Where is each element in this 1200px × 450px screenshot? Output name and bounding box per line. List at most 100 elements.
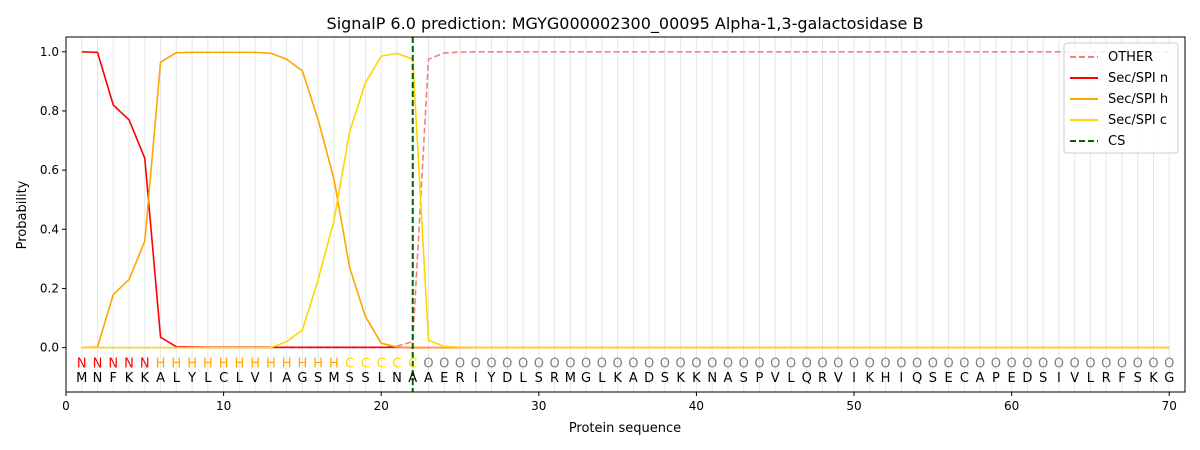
- residue-label: A: [282, 371, 291, 386]
- region-label: O: [597, 356, 607, 371]
- x-tick-label: 40: [689, 399, 704, 413]
- residue-label: E: [944, 371, 952, 386]
- region-label: H: [329, 356, 339, 371]
- region-label: O: [802, 356, 812, 371]
- residue-label: S: [740, 371, 748, 386]
- residue-label: D: [644, 371, 654, 386]
- region-label: O: [991, 356, 1001, 371]
- residue-label: S: [314, 371, 322, 386]
- region-label: C: [361, 356, 370, 371]
- region-label: O: [786, 356, 796, 371]
- region-label: O: [502, 356, 512, 371]
- region-label: H: [187, 356, 197, 371]
- region-label: O: [565, 356, 575, 371]
- x-axis-ticks: 0 10 20 30 40 50 60 70: [62, 392, 1177, 413]
- residue-label: D: [502, 371, 512, 386]
- region-label: O: [471, 356, 481, 371]
- region-label: O: [770, 356, 780, 371]
- residue-label: A: [629, 371, 638, 386]
- residue-label: C: [960, 371, 969, 386]
- residue-label: K: [613, 371, 622, 386]
- x-tick-label: 60: [1004, 399, 1019, 413]
- legend: OTHER Sec/SPI n Sec/SPI h Sec/SPI c CS: [1063, 42, 1179, 154]
- region-label: O: [549, 356, 559, 371]
- region-label: O: [1164, 356, 1174, 371]
- y-axis-label: Probability: [15, 180, 30, 249]
- x-axis-label: Protein sequence: [569, 421, 681, 436]
- legend-entry: Sec/SPI n: [1108, 71, 1168, 86]
- residue-label: V: [834, 371, 843, 386]
- region-label: C: [392, 356, 401, 371]
- residue-label: K: [125, 371, 134, 386]
- region-label: O: [975, 356, 985, 371]
- residue-label: L: [1087, 371, 1095, 386]
- residue-label: L: [519, 371, 527, 386]
- residue-label: K: [141, 371, 150, 386]
- residue-label: I: [899, 371, 903, 386]
- residue-label: H: [881, 371, 891, 386]
- residue-label: V: [1070, 371, 1079, 386]
- region-label: O: [880, 356, 890, 371]
- residue-label: A: [408, 371, 417, 386]
- residue-label: M: [328, 371, 339, 386]
- region-label: C: [345, 356, 354, 371]
- residue-label: Q: [912, 371, 922, 386]
- region-label: O: [739, 356, 749, 371]
- x-tick-label: 0: [62, 399, 70, 413]
- region-label: O: [1117, 356, 1127, 371]
- residue-label: L: [787, 371, 795, 386]
- region-label: H: [266, 356, 276, 371]
- y-tick-label: 0.4: [40, 222, 59, 236]
- residue-label: F: [1118, 371, 1125, 386]
- residue-label: K: [692, 371, 701, 386]
- residue-label: M: [76, 371, 87, 386]
- residue-label: E: [440, 371, 448, 386]
- region-label: O: [1085, 356, 1095, 371]
- region-label: H: [298, 356, 308, 371]
- residue-label: L: [204, 371, 212, 386]
- region-label: O: [455, 356, 465, 371]
- residue-label: L: [378, 371, 386, 386]
- region-label: N: [108, 356, 118, 371]
- region-label: C: [408, 356, 417, 371]
- region-label: O: [628, 356, 638, 371]
- grid-lines: [81, 37, 1170, 392]
- region-label: O: [959, 356, 969, 371]
- chart-title: SignalP 6.0 prediction: MGYG000002300_00…: [327, 14, 924, 34]
- residue-label: S: [1134, 371, 1142, 386]
- legend-entry: Sec/SPI c: [1108, 113, 1167, 128]
- x-tick-label: 30: [531, 399, 546, 413]
- region-label: N: [124, 356, 134, 371]
- region-label: O: [833, 356, 843, 371]
- region-label: O: [581, 356, 591, 371]
- residue-label: K: [1149, 371, 1158, 386]
- residue-label: V: [771, 371, 780, 386]
- residue-label: C: [219, 371, 228, 386]
- residue-label: N: [707, 371, 717, 386]
- region-label: H: [171, 356, 181, 371]
- region-label: O: [723, 356, 733, 371]
- residue-label: K: [866, 371, 875, 386]
- region-label: O: [817, 356, 827, 371]
- region-label: H: [313, 356, 323, 371]
- region-label: O: [439, 356, 449, 371]
- residue-label: N: [93, 371, 103, 386]
- region-label: O: [1054, 356, 1064, 371]
- y-tick-label: 0.0: [40, 341, 59, 355]
- region-label: N: [93, 356, 103, 371]
- region-label: O: [613, 356, 623, 371]
- region-label: O: [423, 356, 433, 371]
- region-label: O: [912, 356, 922, 371]
- x-tick-label: 70: [1162, 399, 1177, 413]
- residue-label: G: [581, 371, 591, 386]
- residue-label: D: [1022, 371, 1032, 386]
- residue-label: P: [756, 371, 764, 386]
- residue-label: S: [661, 371, 669, 386]
- y-tick-label: 0.2: [40, 281, 59, 295]
- residue-label: L: [173, 371, 181, 386]
- residue-label: P: [992, 371, 1000, 386]
- residue-label: S: [346, 371, 354, 386]
- residue-label: N: [392, 371, 402, 386]
- residue-label: G: [297, 371, 307, 386]
- region-label: O: [534, 356, 544, 371]
